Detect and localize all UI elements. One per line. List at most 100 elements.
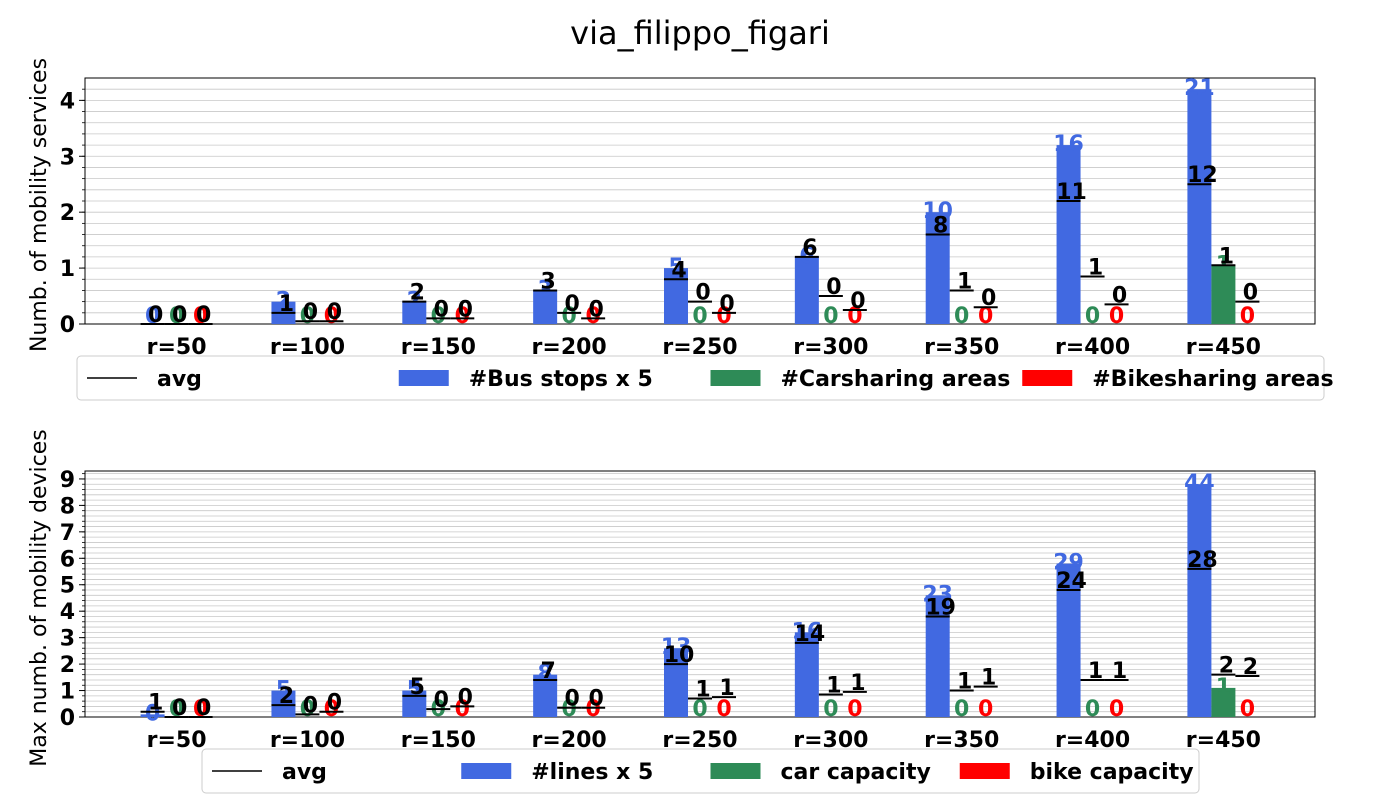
avg-value-label: 0 <box>1112 283 1127 308</box>
legend-label: bike capacity <box>1030 760 1194 785</box>
avg-value-label: 0 <box>850 289 865 314</box>
avg-value-label: 7 <box>540 659 555 684</box>
bar <box>794 256 819 324</box>
avg-value-label: 0 <box>564 292 579 317</box>
bar-value-label: 0 <box>324 697 339 722</box>
avg-value-label: 0 <box>434 297 449 322</box>
bar-value-label: 16 <box>1053 132 1084 157</box>
avg-value-label: 2 <box>1243 655 1258 680</box>
x-tick-label: r=50 <box>147 728 207 753</box>
avg-value-label: 2 <box>279 684 294 709</box>
avg-value-label: 4 <box>671 258 686 283</box>
bar-value-label: 0 <box>823 304 838 329</box>
y-axis-label: Numb. of mobility services <box>27 58 52 352</box>
bar-value-label: 0 <box>169 304 184 329</box>
legend: avg #Bus stops x 5 #Carsharing areas #Bikes… <box>76 355 1334 401</box>
legend-swatch <box>710 763 761 779</box>
avg-value-label: 11 <box>1056 180 1087 205</box>
bar <box>794 632 819 717</box>
bar <box>1187 484 1212 717</box>
avg-value-label: 12 <box>1187 163 1218 188</box>
bar-value-label: 5 <box>668 255 683 280</box>
y-axis-label: Max numb. of mobility devices <box>27 429 52 767</box>
legend-label: #Bikesharing areas <box>1092 367 1333 392</box>
legend-label: avg <box>282 760 327 785</box>
bar-value-label: 0 <box>978 304 993 329</box>
avg-value-label: 0 <box>588 297 603 322</box>
bar-value-label: 0 <box>1109 304 1124 329</box>
y-tick-label: 2 <box>60 653 75 678</box>
bar-value-label: 2 <box>276 289 291 314</box>
bar-value-label: 0 <box>585 697 600 722</box>
bar <box>271 690 296 717</box>
avg-value-label: 1 <box>695 677 710 702</box>
avg-value-label: 2 <box>410 281 425 306</box>
avg-value-label: 0 <box>719 292 734 317</box>
avg-value-label: 19 <box>925 595 956 620</box>
avg-value-label: 1 <box>279 292 294 317</box>
bar-value-label: 0 <box>561 697 576 722</box>
bar-value-label: 0 <box>847 697 862 722</box>
avg-value-label: 8 <box>933 214 948 239</box>
chart-title: via_filippo_figari <box>570 14 830 52</box>
bar <box>1056 145 1081 324</box>
bar-value-label: 0 <box>1085 697 1100 722</box>
bar-value-label: 0 <box>193 697 208 722</box>
avg-value-label: 2 <box>1219 654 1234 679</box>
avg-value-label: 5 <box>410 675 425 700</box>
bar-value-label: 0 <box>300 697 315 722</box>
plot-frame <box>84 470 1316 718</box>
avg-value-label: 0 <box>458 297 473 322</box>
avg-value-label: 0 <box>695 281 710 306</box>
avg-value-label: 1 <box>719 676 734 701</box>
y-tick-label: 3 <box>60 145 75 170</box>
bar-value-label: 0 <box>954 304 969 329</box>
bar-value-label: 0 <box>954 697 969 722</box>
legend-swatch <box>398 370 449 386</box>
avg-value-label: 1 <box>957 269 972 294</box>
y-tick-label: 5 <box>60 574 75 599</box>
avg-value-label: 0 <box>588 687 603 712</box>
bar-value-label: 16 <box>792 619 823 644</box>
avg-value-label: 28 <box>1187 548 1218 573</box>
avg-value-label: 1 <box>957 670 972 695</box>
y-tick-label: 9 <box>60 468 75 493</box>
bar <box>1211 687 1236 717</box>
avg-value-label: 0 <box>303 300 318 325</box>
avg-value-label: 0 <box>196 696 211 721</box>
y-tick-label: 0 <box>60 313 75 338</box>
avg-value-label: 0 <box>148 303 163 328</box>
legend-swatch <box>1022 370 1073 386</box>
y-tick-label: 6 <box>60 547 75 572</box>
legend-box <box>76 355 1325 401</box>
y-tick-label: 7 <box>60 521 75 546</box>
avg-value-label: 1 <box>1112 659 1127 684</box>
legend-label: #lines x 5 <box>531 760 653 785</box>
bar-value-label: 1 <box>1216 675 1231 700</box>
avg-value-label: 3 <box>540 269 555 294</box>
legend-label: #Carsharing areas <box>781 367 1011 392</box>
legend-label: #Bus stops x 5 <box>469 367 653 392</box>
avg-value-label: 6 <box>802 236 817 261</box>
avg-value-label: 0 <box>172 303 187 328</box>
avg-value-label: 1 <box>148 691 163 716</box>
y-tick-label: 2 <box>60 201 75 226</box>
bar-value-label: 0 <box>431 304 446 329</box>
bar-value-label: 0 <box>324 304 339 329</box>
avg-value-label: 0 <box>327 300 342 325</box>
bar-value-label: 0 <box>692 304 707 329</box>
avg-value-label: 0 <box>172 696 187 721</box>
y-tick-label: 4 <box>60 600 75 625</box>
bar <box>925 212 950 324</box>
bar-value-label: 21 <box>1184 76 1215 101</box>
bar-value-label: 0 <box>1109 697 1124 722</box>
bar <box>1211 265 1236 324</box>
avg-value-label: 0 <box>981 286 996 311</box>
avg-value-label: 1 <box>1088 255 1103 280</box>
avg-value-label: 1 <box>1088 659 1103 684</box>
bar-value-label: 0 <box>455 697 470 722</box>
bar-value-label: 0 <box>193 304 208 329</box>
avg-value-label: 0 <box>434 688 449 713</box>
